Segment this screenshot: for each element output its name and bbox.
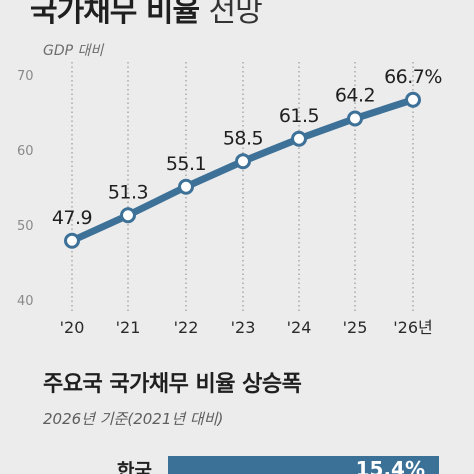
y-axis: 70 60 50 40 [17, 69, 34, 309]
data-point [120, 207, 136, 224]
data-label: 55.1 [166, 153, 206, 175]
y-tick-label: 40 [17, 294, 34, 309]
data-label: 51.3 [108, 181, 148, 203]
chart-title: 국가채무 비율 전망 [30, 0, 263, 29]
data-point [235, 153, 251, 170]
data-label: 64.2 [335, 85, 375, 107]
bar-label: 한국 [117, 460, 152, 474]
data-point [291, 130, 307, 147]
data-label: 61.5 [279, 105, 319, 127]
data-label: 58.5 [223, 127, 263, 149]
y-tick-label: 70 [17, 69, 34, 84]
data-label: 47.9 [52, 207, 92, 229]
bar-row: 한국 15.4% [0, 452, 474, 474]
y-tick-label: 50 [17, 219, 34, 234]
data-point [178, 178, 194, 195]
x-tick-label: '26년 [393, 318, 432, 337]
bar-value-label: 15.4% [355, 457, 425, 474]
y-tick-label: 60 [17, 144, 34, 159]
x-tick-label: '20 [60, 318, 85, 337]
data-point [405, 91, 421, 108]
x-tick-label: '24 [287, 318, 312, 337]
x-tick-label: '23 [231, 318, 256, 337]
x-tick-label: '22 [174, 318, 199, 337]
section-title: 주요국 국가채무 비율 상승폭 [43, 372, 302, 397]
data-points [64, 91, 421, 249]
data-labels: 47.9 51.3 55.1 58.5 61.5 64.2 66.7% [52, 66, 443, 229]
x-tick-label: '21 [116, 318, 141, 337]
data-label: 66.7% [384, 66, 442, 88]
x-tick-label: '25 [343, 318, 368, 337]
chart-subtitle: GDP 대비 [43, 43, 104, 59]
section-subtitle: 2026년 기준(2021년 대비) [43, 410, 224, 428]
data-point [347, 110, 363, 127]
bar: 15.4% [168, 456, 439, 474]
data-point [64, 232, 80, 249]
x-axis: '20 '21 '22 '23 '24 '25 '26년 [60, 318, 433, 337]
